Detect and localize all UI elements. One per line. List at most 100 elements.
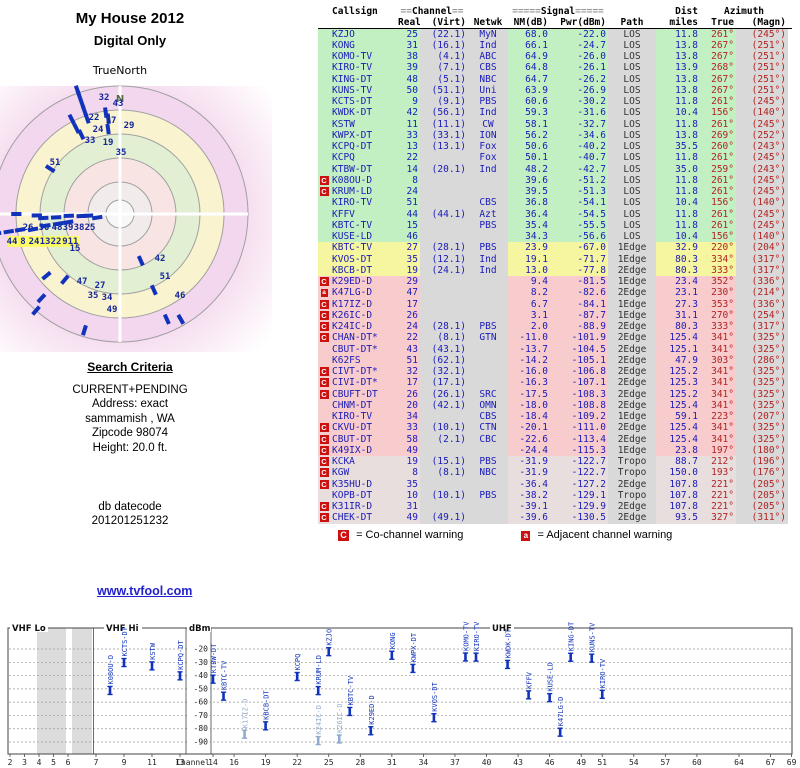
svg-text:KONG: KONG [389,632,397,649]
cell-miles: 125.4 [656,332,700,344]
header-nm: NM(dB) [508,17,550,28]
cell-true_az: 303° [700,354,736,366]
cell-callsign: KOMO-TV [330,51,396,63]
header-real: Real [396,17,420,28]
cell-real: 35 [396,253,420,265]
table-row: KUSE-LD 46 34.3 -56.6 LOS 10.4 156° (140°) [318,231,792,243]
cell-virt: (2.1) [420,433,468,445]
svg-text:46: 46 [175,291,186,301]
cell-miles: 125.2 [656,388,700,400]
svg-text:11: 11 [68,237,79,247]
cell-virt: (24.1) [420,264,468,276]
cell-virt: (5.1) [420,73,468,85]
cell-callsign: KOPB-DT [330,489,396,501]
table-body: KZJO 25 (22.1) MyN 68.0 -22.0 LOS 11.8 261° (245°… [318,28,792,524]
cell-true_az: 341° [700,332,736,344]
table-row: KWDK-DT 42 (56.1) Ind 59.3 -31.6 LOS 10.4 156° (1… [318,107,792,119]
cell-real: 10 [396,489,420,501]
cell-netwk [468,512,508,524]
table-row: C K35HU-D 35 -36.4 -127.2 2Edge 107.8 221° (205°… [318,478,792,490]
cell-magn_az: (245°) [736,219,788,231]
cell-callsign: K62FS [330,354,396,366]
cell-nm: 56.2 [508,129,550,141]
station-marker: KRUM-LD [315,655,323,696]
cell-path: 2Edge [608,354,656,366]
criteria-lines: CURRENT+PENDING Address: exact sammamish ,… [20,383,240,456]
table-row: KIRO-TV 34 CBS -18.4 -109.2 1Edge 59.1 223° (207… [318,411,792,423]
cell-pwr: -105.1 [550,354,608,366]
cell-callsign: KIRO-TV [330,62,396,74]
cell-netwk: Ind [468,163,508,175]
cell-virt: (43.1) [420,343,468,355]
svg-text:64: 64 [734,758,744,767]
svg-text:KTBW-DT: KTBW-DT [210,643,218,673]
table-row: C CHEK-DT 49 (49.1) -39.6 -130.5 2Edge 93.5 327°… [318,512,792,524]
table-row: C K29ED-D 29 9.4 -81.5 1Edge 23.4 352° (336°) [318,276,792,288]
svg-text:15: 15 [70,244,81,254]
table-row: KOMO-TV 38 (4.1) ABC 64.9 -26.0 LOS 13.8 267° (25… [318,51,792,63]
cell-pwr: -115.3 [550,444,608,456]
svg-text:K47LG-D: K47LG-D [557,697,565,727]
svg-text:27: 27 [95,281,106,291]
cell-true_az: 341° [700,377,736,389]
cell-netwk [468,298,508,310]
cell-pwr: -113.4 [550,433,608,445]
cell-magn_az: (245°) [736,118,788,130]
cell-nm: 66.1 [508,39,550,51]
cell-path: 2Edge [608,512,656,524]
table-row: KBTC-TV 15 PBS 35.4 -55.5 LOS 11.8 261° (245°) [318,219,792,231]
cell-warn [318,354,330,366]
cell-miles: 125.1 [656,343,700,355]
tvfool-link[interactable]: www.tvfool.com [97,584,193,598]
cell-miles: 107.8 [656,501,700,513]
cell-nm: 36.8 [508,197,550,209]
cell-callsign: KSTW [330,118,396,130]
svg-text:KBTC-TV: KBTC-TV [221,660,229,690]
station-marker: KUSE-LD [547,662,555,703]
adjacent-channel-legend: a = Adjacent channel warning [521,529,672,541]
cell-magn_az: (317°) [736,253,788,265]
svg-text:43: 43 [113,99,124,109]
cell-miles: 23.8 [656,444,700,456]
cell-nm: -24.4 [508,444,550,456]
cell-netwk [468,309,508,321]
table-row: CBUT-DT* 43 (43.1) -13.7 -104.5 2Edge 125.1 341… [318,343,792,355]
svg-text:22: 22 [292,758,302,767]
cell-magn_az: (325°) [736,422,788,434]
cell-path: LOS [608,118,656,130]
cell-magn_az: (243°) [736,141,788,153]
cell-netwk [468,444,508,456]
co-channel-warning-icon: C [319,367,329,377]
cell-warn [318,62,330,74]
cell-real: 43 [396,343,420,355]
cell-warn: C [318,298,330,310]
cell-path: LOS [608,163,656,175]
co-channel-warning-icon: C [319,310,329,320]
cell-real: 44 [396,208,420,220]
cell-virt [420,219,468,231]
svg-text:19: 19 [103,138,114,148]
co-channel-legend-text: = Co-channel warning [356,529,464,541]
cell-real: 13 [396,141,420,153]
cell-virt [420,152,468,164]
cell-callsign: K49IX-D [330,444,396,456]
cell-real: 39 [396,62,420,74]
db-datecode: db datecode 201201251232 [20,500,240,528]
cell-miles: 32.9 [656,242,700,254]
cell-miles: 125.2 [656,366,700,378]
svg-text:UHF: UHF [492,624,512,634]
svg-text:KCTS-DT: KCTS-DT [121,626,129,656]
station-marker: K08OU-D [107,655,115,696]
table-row: KONG 31 (16.1) Ind 66.1 -24.7 LOS 13.8 267° (251°… [318,39,792,51]
cell-callsign: CIVT-DT* [330,366,396,378]
cell-pwr: -54.1 [550,197,608,209]
cell-virt [420,501,468,513]
criteria-line: Height: 20.0 ft. [92,441,168,454]
svg-text:9: 9 [122,758,127,767]
station-marker: K24IC-D [315,705,323,746]
cell-virt: (9.1) [420,96,468,108]
co-channel-warning-icon: C [319,434,329,444]
cell-real: 49 [396,444,420,456]
cell-callsign: KRUM-LD [330,186,396,198]
